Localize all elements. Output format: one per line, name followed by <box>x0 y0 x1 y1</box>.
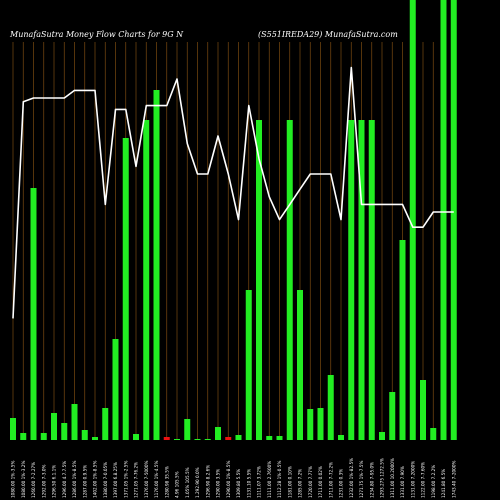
line-series <box>12 66 454 319</box>
x-tick-label: 1311.00 10.2000% <box>390 458 395 498</box>
x-tick-label: 1111.00 2.7600% <box>267 461 272 498</box>
bar <box>235 435 242 440</box>
bar <box>102 408 109 440</box>
x-axis-tick-labels: 1080.00 1%-3.5% 1080.00 1%-3.2% 1260.00 7-… <box>11 458 457 498</box>
x-tick-label: 1271.05 7-76.2% <box>134 462 139 498</box>
chart-title-left: MunafaSutra Money Flow Charts for 9G N <box>9 30 184 39</box>
x-tick-label: 1.292.90 0.0% <box>195 467 200 498</box>
bar <box>225 437 232 440</box>
bar <box>71 404 78 440</box>
bar <box>133 434 139 440</box>
x-tick-label: 1296.50 6.1.1% <box>52 465 57 498</box>
bar <box>409 0 416 440</box>
x-tick-label: 1720.00 7.77% <box>308 466 313 498</box>
bar <box>358 120 365 440</box>
x-tick-label: 1280.98 35.5% <box>164 466 169 498</box>
bar <box>143 120 150 440</box>
x-tick-label: 1131.10 5.5% <box>246 469 251 498</box>
bar <box>420 380 426 440</box>
bar-series <box>10 0 457 440</box>
x-tick-label: 1271.75 1%-7.5% <box>359 461 364 498</box>
bar <box>20 433 27 440</box>
x-tick-label: 1743.40 7-2000% <box>451 461 456 498</box>
bar <box>297 290 303 440</box>
x-tick-label: 1371.05 1%-2.5% <box>123 461 128 498</box>
x-tick-label: 1234.80 7-95.0% <box>369 462 374 498</box>
x-tick-label: 1198.00 7.2.2% <box>431 465 436 498</box>
gridlines <box>12 42 455 440</box>
bar <box>163 437 170 440</box>
x-tick-label: 1711.00 0.02% <box>318 466 323 498</box>
bar <box>92 437 98 440</box>
bar <box>81 430 88 440</box>
x-tick-label: 1376.00 7-5000% <box>144 461 149 498</box>
bar <box>307 409 314 440</box>
x-tick-label: 1290.00 3.5% <box>216 469 221 498</box>
x-tick-label: 1293.275 1272.5% <box>380 458 385 498</box>
x-tick-label: 1181.00 0.10% <box>287 466 292 498</box>
x-tick-label: 1292.00 7-3.0% <box>41 465 46 498</box>
x-tick-label: 1296.00 4.7.7.5% <box>62 461 67 498</box>
bar <box>286 120 293 440</box>
bar <box>184 419 191 440</box>
bar <box>112 339 119 440</box>
bar <box>30 188 37 440</box>
bar <box>379 432 385 440</box>
x-tick-label: 1287.00 0.9.5% <box>82 465 87 498</box>
bar <box>399 240 406 440</box>
x-tick-label: 1402.00 1%-8.5% <box>93 461 98 498</box>
x-tick-label: 1176.00 1%-4.5% <box>154 461 159 498</box>
bar <box>266 436 273 440</box>
x-tick-label: 1296.90 8.2.6% <box>205 465 210 498</box>
x-tick-label: 1309.80 5.5% <box>236 469 241 498</box>
x-tick-label: 1080.00 1%-3.2% <box>21 461 26 498</box>
x-tick-label: 1231.00 0.3% <box>339 469 344 498</box>
bar <box>215 427 221 440</box>
x-tick-label: 1112.28 1%-0.5% <box>277 461 282 498</box>
bar <box>348 120 355 440</box>
bar <box>389 392 396 440</box>
x-tick-label: 1397.00 6.8.25% <box>113 462 118 498</box>
x-tick-label: 1285.00 7.2% <box>298 469 303 498</box>
x-tick-label: 1241.80 6.5% <box>441 469 446 498</box>
bar <box>276 436 283 440</box>
bar <box>61 423 68 440</box>
bar <box>368 120 375 440</box>
bar <box>122 138 129 440</box>
bar <box>204 439 211 440</box>
x-tick-label: 1380.00 7-0.05% <box>103 462 108 498</box>
bar <box>51 413 57 440</box>
bar <box>256 120 262 440</box>
bar <box>327 375 334 440</box>
bar <box>317 408 324 440</box>
bar <box>338 435 344 440</box>
x-tick-label: 1080.00 1%-3.5% <box>11 461 16 498</box>
x-tick-label: 1111.07 3.72% <box>257 466 262 498</box>
x-tick-label: 1260.00 7-2.27% <box>31 462 36 498</box>
bar <box>174 439 180 440</box>
x-tick-label: 4.96 105.5% <box>175 471 180 498</box>
bar <box>430 428 437 440</box>
bar <box>153 90 160 440</box>
bar <box>245 290 252 440</box>
bar <box>40 433 47 440</box>
bar <box>450 0 457 440</box>
bar <box>194 439 201 440</box>
x-tick-label: 1290.00 1%-8.5% <box>226 461 231 498</box>
x-tick-label: 1131.00 7.2000% <box>410 461 415 498</box>
money-flow-line <box>12 66 454 319</box>
x-tick-label: 1711.00 7-72.2% <box>328 462 333 498</box>
x-tick-label: 1232.00 1%-82.5% <box>349 458 354 498</box>
x-tick-label: 1331.00 7.90% <box>400 466 405 498</box>
chart-title-right: (S551IREDA29) MunafaSutra.com <box>258 30 398 39</box>
bar <box>440 0 447 440</box>
bar <box>10 418 16 440</box>
x-tick-label: 1.05% 105.5% <box>185 467 190 498</box>
x-tick-label: 1122.00 7-7.60% <box>421 462 426 498</box>
x-tick-label: 1286.00 1%-8.5% <box>72 461 77 498</box>
